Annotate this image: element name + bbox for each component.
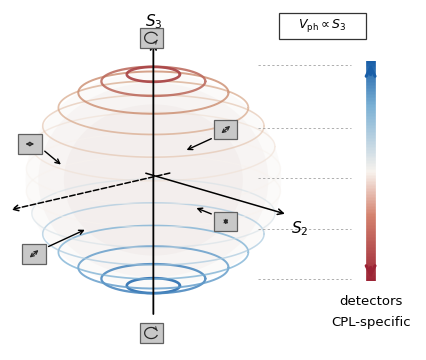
FancyBboxPatch shape — [18, 134, 42, 154]
Text: $S_3$: $S_3$ — [144, 12, 162, 31]
Text: $S_2$: $S_2$ — [291, 219, 309, 238]
FancyBboxPatch shape — [139, 323, 163, 343]
FancyBboxPatch shape — [214, 211, 238, 231]
Text: CPL-specific: CPL-specific — [331, 316, 410, 329]
Ellipse shape — [26, 72, 281, 288]
Ellipse shape — [38, 83, 268, 277]
Ellipse shape — [64, 104, 243, 256]
FancyBboxPatch shape — [139, 28, 163, 48]
FancyBboxPatch shape — [214, 120, 238, 139]
Text: $V_{\mathrm{ph}} \propto S_3$: $V_{\mathrm{ph}} \propto S_3$ — [298, 17, 347, 34]
FancyBboxPatch shape — [23, 244, 46, 264]
Bar — [279, 13, 366, 39]
Text: detectors: detectors — [339, 295, 402, 308]
